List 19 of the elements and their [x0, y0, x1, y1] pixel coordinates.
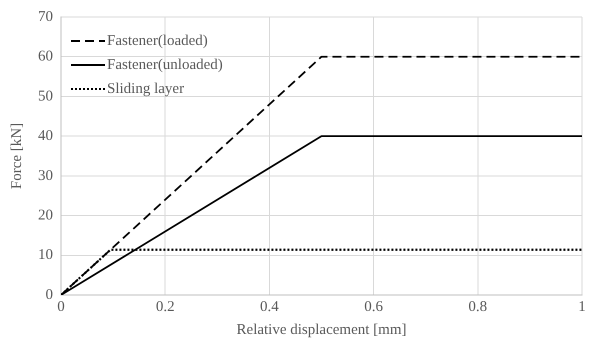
y-tick-label: 70	[38, 8, 53, 25]
x-tick-label: 0	[57, 298, 65, 315]
y-tick-label: 40	[38, 128, 53, 144]
y-tick-label: 0	[46, 286, 53, 303]
legend-label: Fastener(loaded)	[107, 32, 208, 49]
y-axis-title: Force [kN]	[8, 122, 25, 190]
y-tick-label: 50	[38, 88, 53, 104]
x-axis-title: Relative displacement [mm]	[236, 322, 406, 338]
y-tick-label: 30	[38, 168, 53, 184]
y-tick-label: 10	[38, 247, 53, 264]
legend-label: Sliding layer	[107, 80, 184, 97]
x-tick-label: 0.8	[468, 298, 488, 315]
x-tick-label: 0.4	[260, 298, 280, 315]
x-tick-label: 0.2	[156, 298, 175, 315]
y-tick-label: 60	[38, 48, 53, 65]
y-tick-label: 20	[38, 208, 53, 224]
x-tick-label: 1	[578, 298, 586, 315]
x-tick-label: 0.6	[364, 298, 384, 315]
legend-label: Fastener(unloaded)	[107, 56, 223, 73]
